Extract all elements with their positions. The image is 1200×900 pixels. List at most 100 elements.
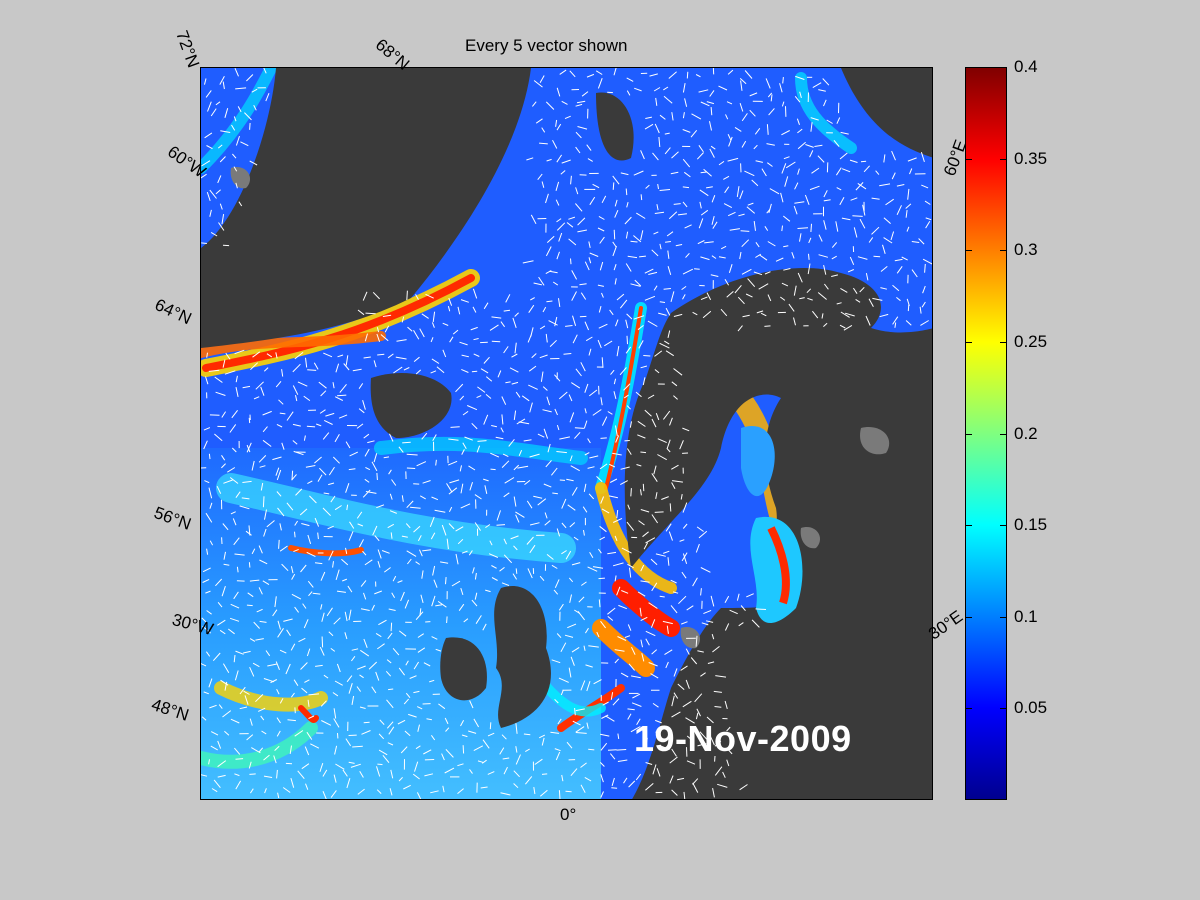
velocity-vector (260, 715, 265, 721)
velocity-vector (234, 349, 245, 355)
colorbar-tick-label: 0.25 (1014, 331, 1048, 351)
velocity-vector (339, 383, 347, 393)
velocity-vector (575, 368, 582, 377)
velocity-vector (403, 367, 410, 371)
velocity-vector (352, 745, 363, 748)
velocity-vector (546, 158, 552, 162)
velocity-vector (266, 353, 273, 358)
velocity-vector (922, 285, 926, 294)
velocity-vector (637, 325, 644, 331)
velocity-vector (337, 354, 344, 358)
velocity-vector (682, 158, 691, 168)
velocity-vector (513, 783, 519, 789)
velocity-vector (651, 473, 658, 482)
velocity-vector (385, 670, 392, 677)
velocity-vector (373, 360, 377, 368)
velocity-vector (564, 115, 571, 120)
velocity-vector (755, 242, 760, 248)
velocity-vector (421, 570, 424, 579)
velocity-vector (597, 339, 602, 349)
colorbar-tick-mark (1000, 250, 1006, 252)
velocity-vector (663, 550, 670, 554)
velocity-vector (291, 573, 296, 580)
velocity-vector (231, 409, 238, 419)
velocity-vector (459, 395, 465, 401)
velocity-vector (558, 298, 561, 307)
velocity-vector (551, 467, 558, 476)
velocity-vector (539, 142, 548, 145)
velocity-vector (561, 498, 567, 509)
velocity-vector (640, 564, 645, 572)
velocity-vector (542, 306, 547, 313)
velocity-vector (221, 411, 227, 418)
velocity-vector (253, 621, 260, 629)
velocity-vector (695, 635, 698, 647)
velocity-vector (487, 771, 495, 775)
velocity-vector (501, 582, 510, 586)
velocity-vector (238, 201, 243, 207)
velocity-vector (457, 538, 464, 545)
velocity-vector (445, 577, 447, 585)
velocity-vector (546, 235, 555, 243)
velocity-vector (526, 157, 534, 161)
velocity-vector (426, 718, 432, 721)
velocity-vector (319, 409, 326, 414)
velocity-vector (446, 538, 449, 550)
velocity-vector (671, 112, 674, 121)
velocity-vector (349, 521, 355, 529)
velocity-vector (378, 749, 388, 756)
velocity-vector (566, 741, 573, 749)
velocity-vector (382, 754, 390, 764)
velocity-vector (682, 83, 686, 93)
velocity-vector (417, 724, 420, 732)
velocity-vector (407, 326, 413, 332)
velocity-vector (378, 619, 387, 626)
velocity-vector (599, 525, 607, 533)
velocity-vector (431, 358, 440, 364)
velocity-vector (684, 224, 692, 229)
velocity-vector (436, 366, 445, 374)
velocity-vector (545, 193, 549, 204)
velocity-vector (764, 226, 769, 231)
velocity-vector (589, 552, 594, 558)
velocity-vector (236, 566, 239, 573)
velocity-vector (365, 312, 376, 315)
velocity-vector (653, 465, 657, 475)
velocity-vector (679, 440, 684, 450)
velocity-vector (636, 718, 641, 725)
velocity-vector (822, 78, 830, 86)
velocity-vector (755, 160, 764, 163)
velocity-vector (672, 591, 679, 594)
velocity-vector (367, 440, 375, 444)
velocity-vector (342, 769, 348, 777)
velocity-vector (251, 88, 258, 93)
velocity-vector (314, 517, 320, 527)
velocity-vector (809, 185, 820, 191)
velocity-vector (700, 171, 707, 174)
velocity-vector (583, 483, 587, 492)
velocity-vector (541, 127, 546, 133)
velocity-vector (558, 232, 563, 242)
velocity-vector (452, 329, 459, 335)
velocity-vector (382, 314, 392, 317)
velocity-vector (321, 612, 325, 622)
velocity-vector (275, 661, 280, 670)
velocity-vector (571, 382, 581, 389)
velocity-vector (677, 777, 685, 781)
velocity-vector (290, 692, 295, 698)
velocity-vector (328, 550, 334, 561)
velocity-vector (477, 760, 483, 763)
velocity-vector (682, 268, 694, 275)
velocity-vector (482, 623, 487, 631)
velocity-vector (569, 594, 572, 603)
velocity-vector (584, 408, 587, 414)
velocity-vector (368, 661, 378, 670)
lat-label-64n: 64°N (151, 295, 195, 329)
velocity-vector (659, 114, 666, 120)
velocity-vector (267, 663, 278, 667)
velocity-vector (631, 646, 636, 655)
velocity-vector (338, 414, 348, 419)
velocity-vector (645, 638, 650, 646)
velocity-vector (665, 307, 671, 316)
velocity-vector (223, 479, 233, 484)
